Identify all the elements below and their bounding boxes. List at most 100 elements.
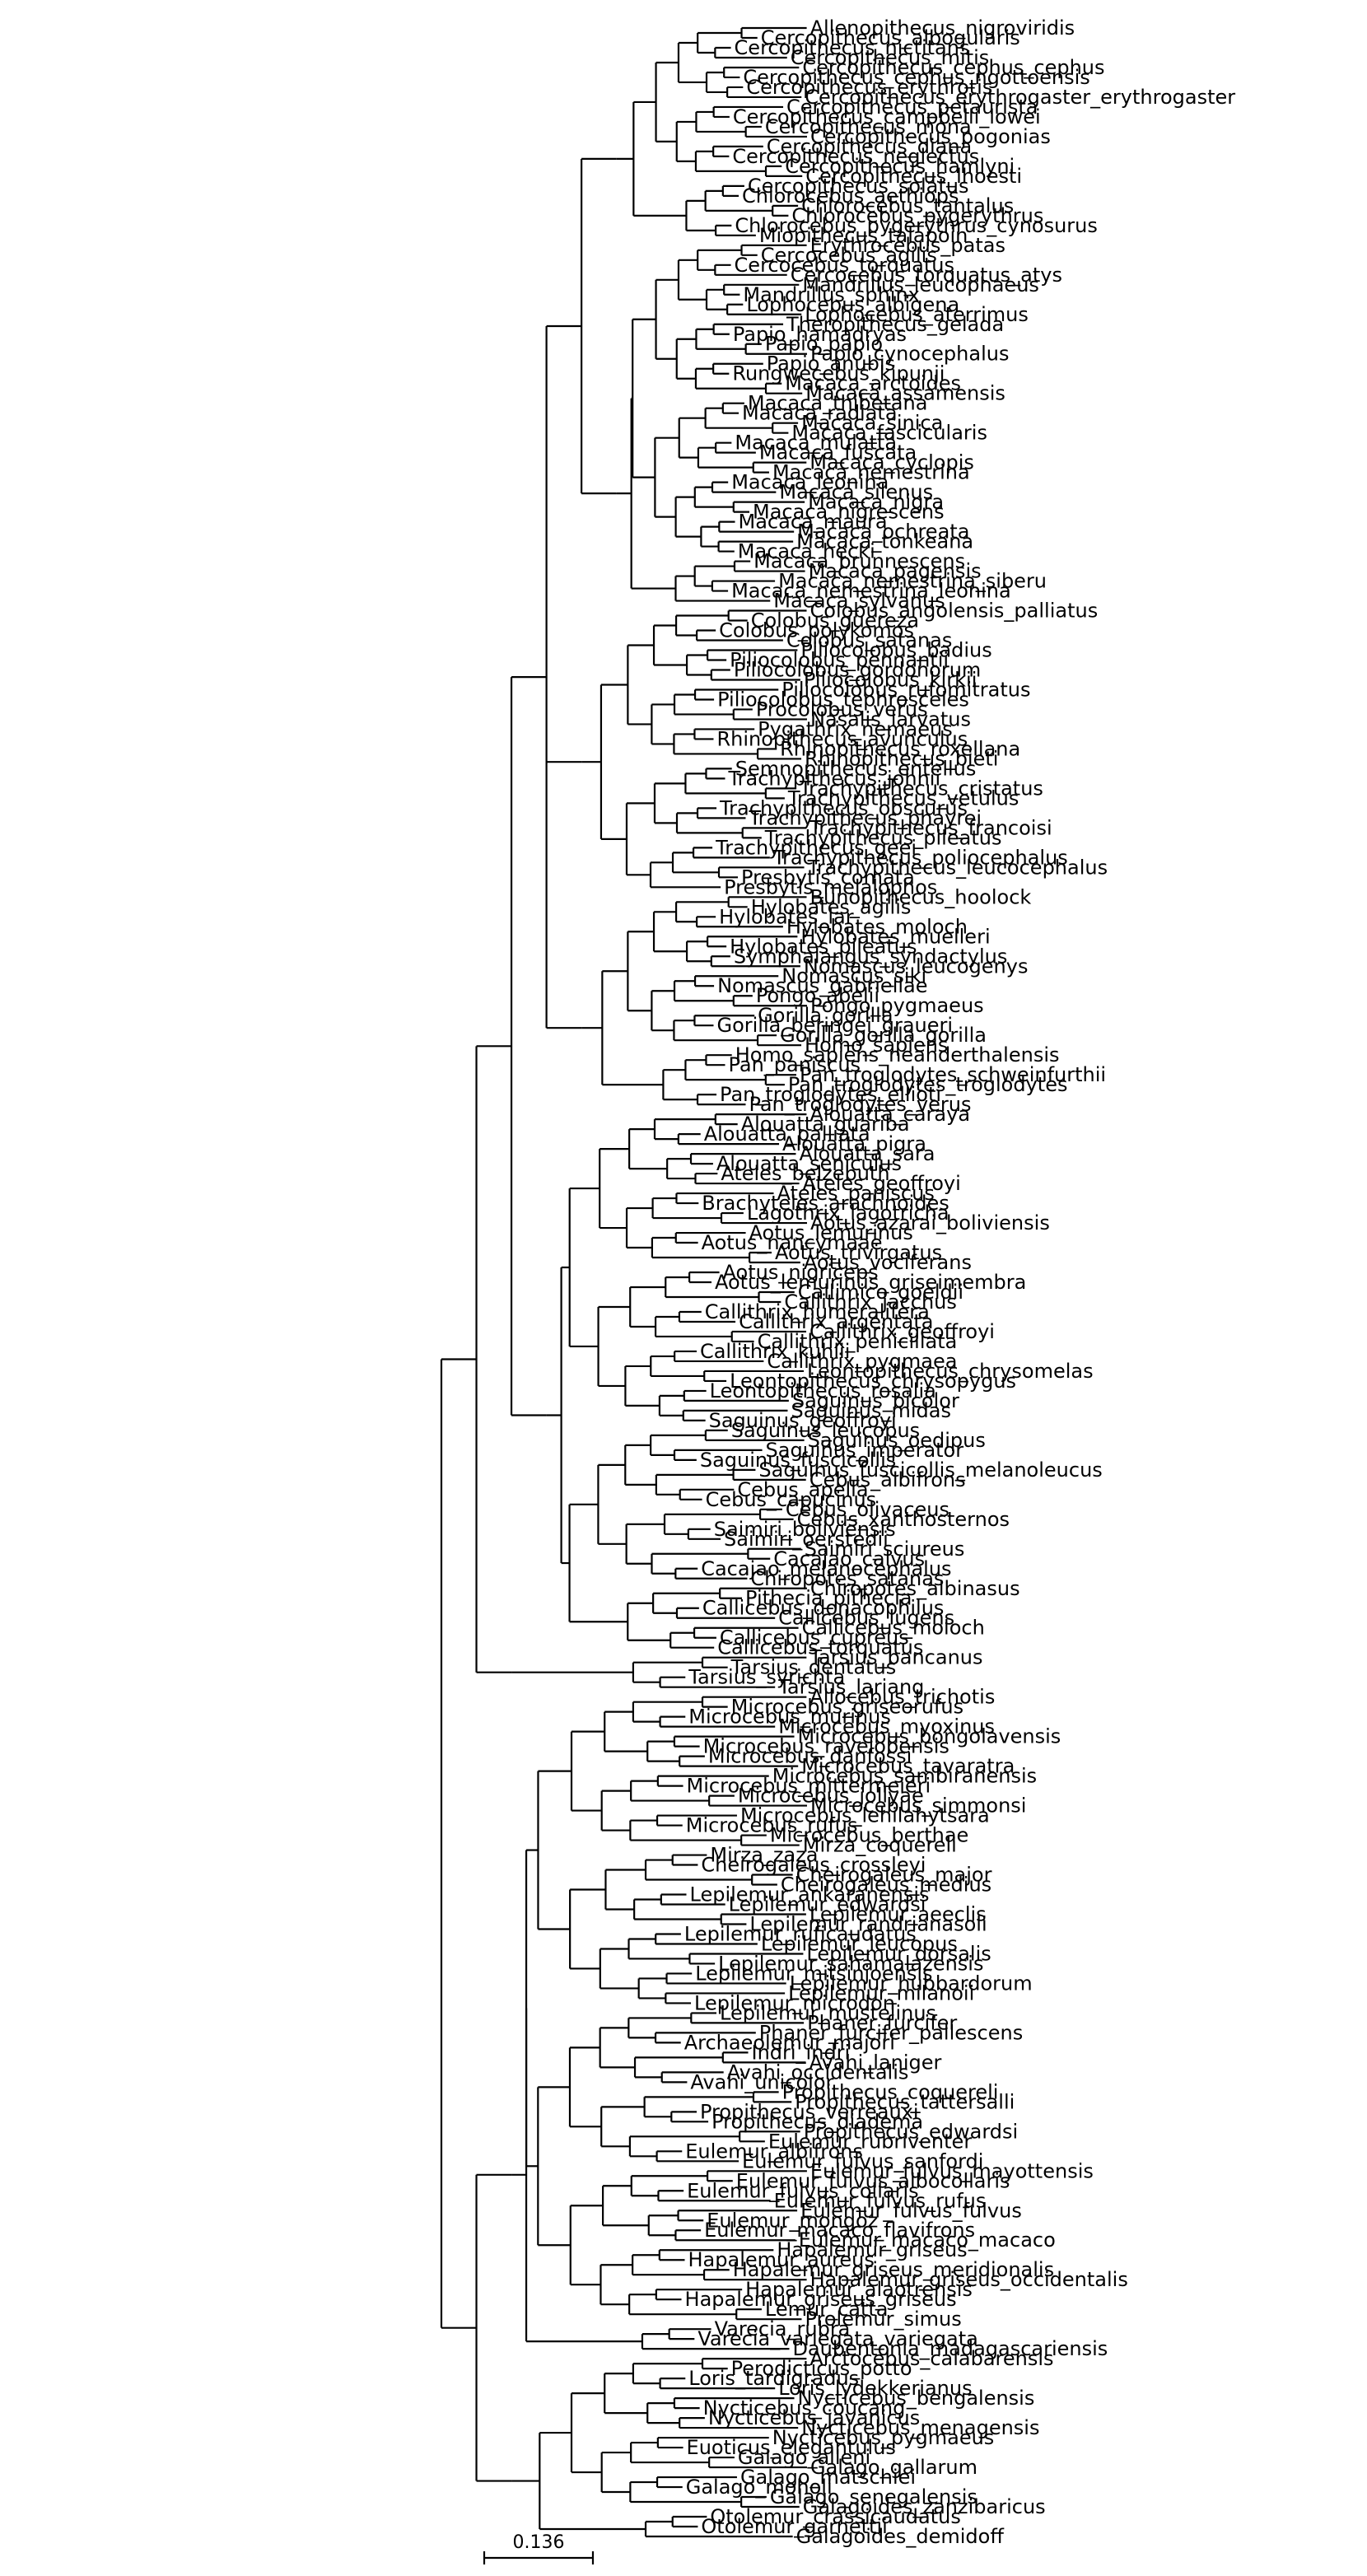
tip-label: Microcebus_myoxinus <box>778 1715 995 1738</box>
tip-label: Hylobates_lar <box>719 905 854 928</box>
tip-label: Aotus_nancymaae <box>702 1231 883 1254</box>
tip-label: Macaca_nemestrina_leonina <box>731 580 1011 603</box>
tip-label: Papio_papio <box>765 333 883 356</box>
tip-label: Rungwecebus_kipunji <box>732 362 945 385</box>
tip-label: Microcebus_lehilahytsara <box>740 1804 990 1827</box>
tip-label: Prolemur_simus <box>805 2308 961 2331</box>
tip-label: Macaca_nigra <box>808 491 944 514</box>
tip-label: Papio_cynocephalus <box>810 343 1009 366</box>
tip-label: Leontopithecus_chrysomelas <box>807 1360 1094 1383</box>
tip-label: Saimiri_oerstedii <box>724 1528 889 1551</box>
tip-label: Hapalemur_alaotrensis <box>745 2278 973 2301</box>
tip-label: Callimico_goeldii <box>798 1281 963 1304</box>
tip-label: Galagoides_zanzibaricus <box>803 2495 1046 2518</box>
tip-label: Alouatta_pigra <box>782 1132 926 1155</box>
tip-label: Trachypithecus_geei <box>715 836 917 859</box>
tree-branches <box>440 26 807 2538</box>
tip-label: Nycticebus_coucang <box>703 2396 906 2420</box>
tip-label: Eulemur_fulvus_rufus <box>774 2189 987 2212</box>
tip-label: Cebus_apella <box>737 1478 868 1501</box>
tip-label: Tarsius_dentatus <box>730 1656 897 1679</box>
tip-label: Lepilemur_aeeclis <box>809 1902 987 1925</box>
tip-label: Chiropotes_albinasus <box>810 1577 1020 1600</box>
tip-label: Nycticebus_bengalensis <box>798 2387 1035 2410</box>
tip-label: Lepilemur_edwardsi <box>729 1893 926 1916</box>
tip-label: Saimiri_boliviensis <box>714 1518 896 1541</box>
tip-label: Hapalemur_griseus_occidentalis <box>810 2268 1128 2291</box>
tip-label: Otolemur_crassicaudatus <box>710 2505 960 2528</box>
tip-label: Hylobates_agilis <box>751 895 912 918</box>
tip-label: Nomascus_gabriellae <box>717 974 927 997</box>
tip-label: Cebus_xanthosternos <box>797 1508 1010 1531</box>
tip-label: Macaca_leonina <box>731 471 889 494</box>
tip-label: Cercopithecus_nictitans <box>735 36 970 59</box>
tip-label: Avahi_occidentalis <box>727 2060 909 2084</box>
tip-label: Cebus_olivaceus <box>786 1498 949 1521</box>
tip-label: Homo_sapiens <box>805 1034 948 1057</box>
tip-label: Piliocolobus_tephrosceles <box>717 688 969 711</box>
tip-label: Euoticus_elegantulus <box>687 2436 896 2459</box>
tip-label: Macaca_cyclopis <box>809 451 974 474</box>
tip-label: Leontopithecus_chrysopygus <box>730 1370 1016 1393</box>
tip-label: Propithecus_edwardsi <box>804 2120 1018 2143</box>
tip-label: Saguinus_leucopus <box>731 1419 920 1442</box>
tip-label: Ateles_belzebuth <box>721 1162 889 1185</box>
tip-label: Galago_moholi <box>686 2476 833 2499</box>
tip-label: Eulemur_fulvus_fulvus <box>800 2199 1022 2222</box>
tip-label: Saimiri_sciureus <box>805 1538 965 1561</box>
tip-label: Chlorocebus_tantalus <box>801 194 1014 217</box>
tip-label: Callithrix_jacchus <box>784 1290 957 1314</box>
tip-label: Trachypithecus_poliocephalus <box>772 846 1068 869</box>
tip-label: Piliocolobus_rufomitratus <box>781 678 1030 701</box>
tip-label: Macaca_brunnescens <box>753 550 965 573</box>
tip-label: Pan_troglodytes_ellioti <box>720 1083 941 1106</box>
tip-label: Callicebus_moloch <box>802 1617 985 1640</box>
tip-label: Saguinus_midas <box>791 1399 950 1422</box>
tip-label: Homo_sapiens_neanderthalensis <box>735 1043 1060 1066</box>
tip-label: Pan_troglodytes_verus <box>749 1093 971 1116</box>
tip-label: Semnopithecus_entellus <box>735 757 977 780</box>
tip-label: Macaca_tonkeana <box>796 530 973 553</box>
tip-label: Lepilemur_ruficaudatus <box>684 1922 917 1945</box>
tip-label: Cercopithecus_erythrotis <box>746 76 992 99</box>
tip-label: Theropithecus_gelada <box>786 313 1004 336</box>
tip-label: Arctocebus_calabarensis <box>809 2347 1053 2370</box>
tip-label: Nycticebus_pygmaeus <box>772 2426 995 2449</box>
tip-label: Lepilemur_hubbardorum <box>790 1972 1033 1995</box>
tip-label: Aotus_trivirgatus <box>775 1241 942 1264</box>
tip-label: Macaca_radiata <box>742 402 898 425</box>
tip-label: Bunopithecus_hoolock <box>810 885 1032 908</box>
tip-label: Macaca_arctoides <box>785 372 961 395</box>
tip-label: Colobus_satanas <box>786 629 953 652</box>
tip-label: Piliocolobus_gordonorum <box>734 658 981 681</box>
tip-label: Microcebus_tavaratra <box>801 1755 1015 1778</box>
tip-label: Callithrix_humeralifera <box>705 1300 930 1323</box>
tip-label: Archaeolemur_majori <box>684 2031 895 2054</box>
tip-label: Aotus_lemurinus <box>749 1221 913 1244</box>
tip-label: Piliocolobus_kirkii <box>804 668 977 691</box>
tip-label: Loris_tardigradus <box>688 2367 859 2390</box>
tip-label: Cercopithecus_lhoesti <box>805 165 1022 188</box>
tip-label: Aotus_vociferans <box>804 1251 972 1274</box>
tip-label: Pongo_pygmaeus <box>810 994 984 1017</box>
tip-label: Lepilemur_milanoii <box>788 1981 974 2004</box>
tip-label: Saguinus_imperator <box>766 1439 964 1462</box>
tip-label: Cercopithecus_hamlyni <box>785 155 1015 178</box>
tip-label: Chlorocebus_pygerythrus_cynosurus <box>735 214 1098 237</box>
tip-label: Trachypithecus_francoisi <box>809 816 1052 839</box>
tip-label: Mandrillus_leucophaeus <box>802 273 1039 296</box>
tip-label: Propithecus_verreauxi <box>700 2100 919 2123</box>
tip-label: Alouatta_guariba <box>741 1113 910 1136</box>
tip-label: Callithrix_argentata <box>739 1310 933 1333</box>
tip-label: Eulemur_macaco_macaco <box>799 2228 1056 2252</box>
tip-label: Rhinopithecus_bieti <box>805 747 998 770</box>
tip-label: Hapalemur_griseus_meridionalis <box>733 2258 1054 2281</box>
tip-label: Pan_troglodytes_troglodytes <box>788 1073 1068 1096</box>
tip-label: Aotus_nigriceps <box>723 1261 879 1284</box>
tip-label: Symphalangus_syndactylus <box>734 945 1008 968</box>
scale-bar: 0.136 <box>483 2532 595 2564</box>
tip-label: Lagothrix_lagotricha <box>747 1202 949 1225</box>
tip-label: Trachypithecus_johnii <box>727 767 940 790</box>
tip-label: Cheirogaleus_medius <box>781 1874 991 1897</box>
tip-label: Alouatta_sara <box>799 1142 935 1165</box>
